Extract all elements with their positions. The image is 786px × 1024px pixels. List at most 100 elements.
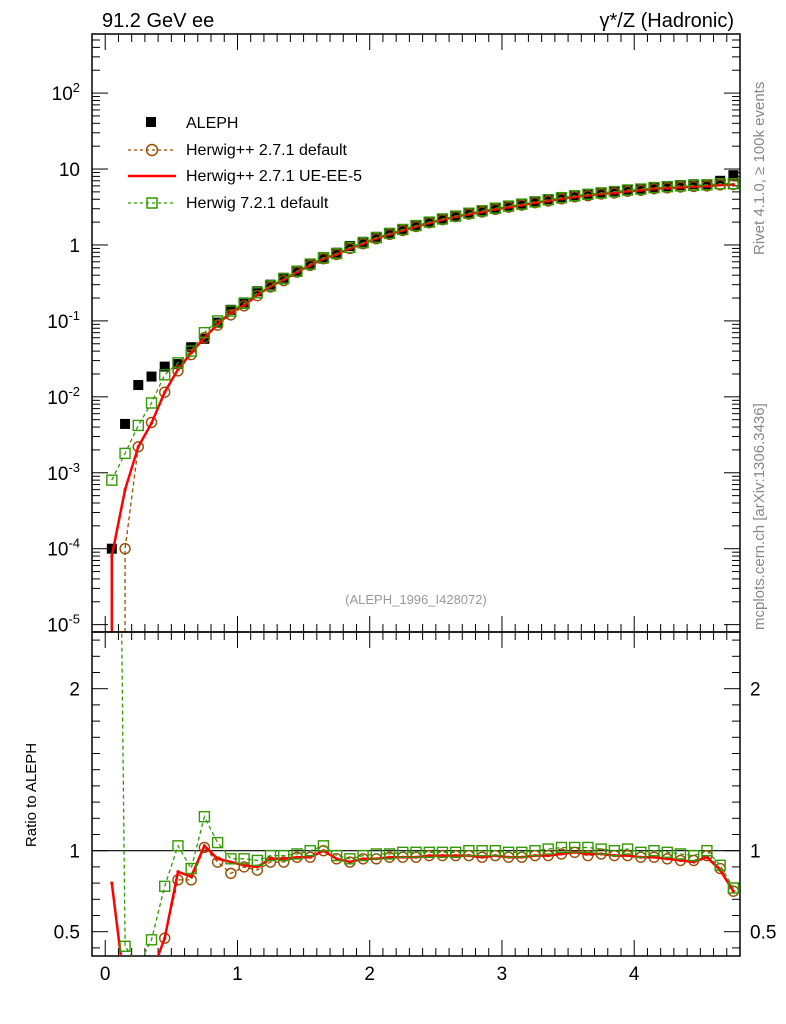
ratio-line-herwig_default [157, 846, 734, 956]
ratio-point-herwig7 [291, 848, 303, 860]
data-point-herwig-ue [268, 284, 273, 288]
data-point-herwig-ue [123, 488, 127, 492]
rivet-version-label: Rivet 4.1.0, ≥ 100k events [751, 82, 768, 255]
data-point-herwig7 [555, 191, 568, 204]
data-point-aleph [106, 543, 117, 554]
ratio-point-herwig7 [688, 849, 700, 862]
data-point-herwig7 [383, 227, 396, 240]
y-tick-label-main: 10-2 [47, 384, 80, 409]
data-point-herwig-ue [665, 186, 669, 190]
y-tick-label-main: 10 [59, 160, 80, 181]
main-plot-panel: 10-5 10-4 10-3 10-2 10-1 1 10 102 [47, 33, 741, 637]
legend-label-herwig-ue: Herwig++ 2.7.1 UE-EE-5 [186, 168, 362, 185]
data-point-aleph [344, 240, 355, 251]
data-point-herwig7 [489, 202, 502, 214]
ratio-point-herwig-default [211, 856, 224, 868]
legend-entry-herwig7: Herwig 7.2.1 default [128, 195, 329, 212]
data-point-herwig7 [635, 183, 647, 195]
series-line-herwig7 [111, 183, 734, 481]
ratio-point-herwig7 [357, 849, 369, 862]
data-point-herwig7 [621, 184, 634, 196]
ratio-point-herwig7 [330, 849, 343, 862]
ratio-point-herwig7 [211, 836, 224, 849]
data-point-aleph [159, 361, 170, 372]
ratio-point-herwig-ue [348, 860, 352, 864]
data-point-herwig-ue [136, 445, 140, 449]
legend: ALEPH Herwig++ 2.7.1 default Herwig++ 2.… [128, 115, 362, 212]
data-point-aleph [675, 180, 686, 191]
data-point-herwig7 [449, 210, 462, 222]
data-point-herwig7 [476, 205, 488, 217]
data-point-herwig7 [119, 447, 131, 460]
data-point-herwig7 [502, 200, 515, 212]
ratio-point-herwig-ue [440, 853, 445, 858]
data-point-herwig7 [714, 178, 726, 190]
data-point-herwig7 [410, 219, 422, 232]
data-point-aleph [688, 179, 699, 190]
data-point-herwig7 [211, 315, 224, 327]
data-point-herwig-ue [520, 203, 524, 207]
data-point-herwig7 [225, 305, 237, 317]
ratio-point-herwig7 [529, 845, 541, 857]
data-point-herwig-default [172, 365, 184, 377]
ratio-point-herwig7 [542, 843, 554, 855]
ratio-point-herwig7 [648, 845, 660, 857]
ratio-point-herwig7 [185, 862, 197, 875]
data-point-herwig7 [727, 178, 740, 190]
x-tick-label: 2 [364, 964, 375, 985]
ratio-point-herwig7 [251, 854, 264, 867]
series-line-herwig_ue [110, 183, 734, 633]
ratio-point-herwig-ue [110, 881, 114, 885]
y-tick-label-main: 10-5 [47, 612, 80, 637]
data-point-herwig7 [238, 297, 250, 310]
ratio-plot-panel: 0.5 0.5 1 1 2 2 0 1 2 3 4 [54, 631, 776, 985]
data-point-herwig7 [291, 265, 303, 277]
y-tick-label-main: 102 [52, 80, 80, 105]
data-point-herwig-ue [652, 187, 656, 191]
legend-label-aleph: ALEPH [186, 115, 238, 132]
legend-entry-herwig-default: Herwig++ 2.7.1 default [128, 142, 348, 159]
data-point-herwig7 [397, 223, 409, 236]
ratio-point-herwig-ue [454, 853, 458, 858]
data-point-herwig7 [278, 272, 290, 285]
series-data [106, 170, 739, 554]
data-point-herwig-ue [110, 554, 114, 558]
ratio-point-herwig7 [608, 845, 621, 857]
data-point-herwig-ue [149, 421, 154, 425]
ratio-point-herwig-ue [163, 936, 167, 940]
data-point-herwig7 [132, 419, 144, 432]
ratio-point-herwig7 [410, 846, 422, 859]
ratio-series-herwig_default [157, 841, 740, 956]
main-axis-ticks: 10-5 10-4 10-3 10-2 10-1 1 10 102 [47, 33, 740, 637]
mcplots-reference-label: mcplots.cern.ch [arXiv:1306.3436] [751, 403, 768, 630]
ratio-point-herwig7 [172, 840, 184, 852]
data-point-herwig-ue [229, 310, 233, 314]
ratio-point-herwig-ue [361, 857, 365, 861]
data-point-herwig7 [172, 357, 184, 369]
ratio-y-tick-label-right: 2 [750, 680, 761, 701]
series-herwig_ue [110, 182, 735, 633]
ratio-point-herwig7 [555, 841, 568, 854]
ratio-point-herwig-ue [176, 870, 180, 874]
ratio-point-herwig7 [635, 846, 647, 859]
series-herwig_default [119, 178, 740, 633]
data-point-herwig7 [516, 198, 528, 210]
ratio-point-herwig7 [238, 853, 250, 865]
data-point-herwig7 [370, 231, 383, 244]
ratio-point-herwig7 [502, 846, 515, 859]
x-tick-label: 4 [629, 964, 640, 985]
ratio-point-herwig7 [674, 848, 687, 860]
ratio-point-herwig7 [119, 940, 131, 952]
data-point-herwig-ue [533, 201, 537, 205]
data-point-herwig7 [595, 187, 607, 199]
ratio-point-herwig-ue [387, 855, 392, 859]
ratio-point-herwig7 [489, 845, 502, 857]
ratio-point-herwig-ue [229, 860, 233, 864]
series-herwig7 [106, 178, 740, 486]
ratio-point-herwig7 [621, 843, 634, 855]
ratio-point-herwig-default [582, 849, 594, 862]
ratio-point-herwig7 [278, 849, 290, 862]
data-point-herwig7 [106, 474, 118, 486]
data-point-aleph [212, 317, 223, 328]
data-point-herwig-ue [163, 390, 167, 394]
